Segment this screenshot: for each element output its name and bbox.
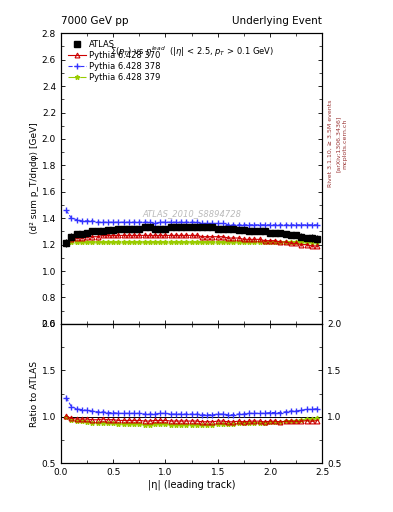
Text: mcplots.cern.ch: mcplots.cern.ch — [343, 118, 348, 168]
Text: ATLAS_2010_S8894728: ATLAS_2010_S8894728 — [142, 209, 241, 218]
Text: $\Sigma(p_T)$ vs $\eta^{lead}$  ($|\eta|$ < 2.5, $p_T$ > 0.1 GeV): $\Sigma(p_T)$ vs $\eta^{lead}$ ($|\eta|$… — [110, 45, 274, 59]
Legend: ATLAS, Pythia 6.428 370, Pythia 6.428 378, Pythia 6.428 379: ATLAS, Pythia 6.428 370, Pythia 6.428 37… — [65, 37, 163, 84]
Y-axis label: ⟨d² sum p_T/dηdφ⟩ [GeV]: ⟨d² sum p_T/dηdφ⟩ [GeV] — [30, 123, 39, 234]
Text: Underlying Event: Underlying Event — [232, 16, 322, 26]
Y-axis label: Ratio to ATLAS: Ratio to ATLAS — [30, 360, 39, 426]
X-axis label: |η| (leading track): |η| (leading track) — [148, 480, 235, 490]
Text: 7000 GeV pp: 7000 GeV pp — [61, 16, 129, 26]
Text: Rivet 3.1.10, ≥ 3.5M events: Rivet 3.1.10, ≥ 3.5M events — [328, 100, 333, 187]
Text: [arXiv:1306.3436]: [arXiv:1306.3436] — [336, 115, 341, 172]
